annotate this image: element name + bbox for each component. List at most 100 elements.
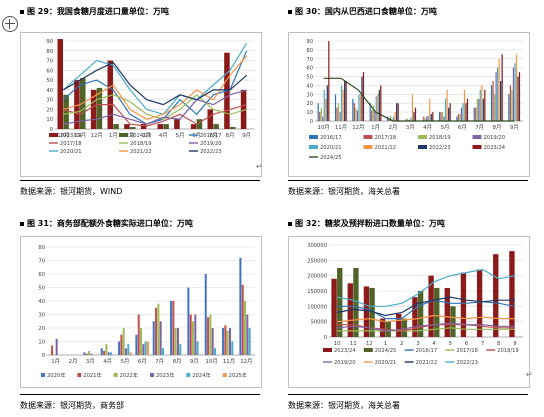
bar: [380, 85, 382, 121]
legend-label: 2017/18: [375, 135, 397, 141]
x-tick-label: 2月: [389, 124, 398, 131]
bar: [174, 328, 177, 355]
bar: [372, 105, 374, 121]
bar: [498, 58, 500, 121]
bar: [118, 341, 121, 355]
bar: [325, 98, 327, 121]
x-tick-label: 10: [334, 341, 341, 347]
bar: [379, 318, 386, 337]
bar: [88, 350, 91, 355]
bar: [358, 94, 360, 121]
bar: [518, 72, 521, 121]
y-tick-label: 80: [46, 49, 53, 55]
bar: [55, 338, 58, 355]
bar: [213, 124, 219, 129]
legend-swatch: [186, 373, 191, 377]
x-tick-label: 6月: [138, 358, 147, 365]
caption-figure-30: 图 30：国内从巴西进口食糖单位：万吨: [288, 6, 437, 17]
legend-label: 2016/17: [200, 133, 222, 139]
bar: [434, 287, 440, 337]
x-tick-label: 8月: [226, 132, 235, 139]
bar: [405, 119, 407, 121]
series-line: [336, 296, 515, 317]
x-tick-label: 12: [366, 341, 373, 347]
y-tick-label: 200000: [307, 274, 327, 280]
bar: [244, 301, 247, 355]
series-line: [323, 77, 515, 122]
bar: [161, 348, 164, 355]
bar: [326, 85, 328, 121]
legend-label: 2017/18: [456, 348, 478, 354]
x-tick-label: 11月: [74, 132, 86, 139]
bar: [445, 98, 447, 121]
bar: [170, 301, 173, 355]
chart-30-svg: 0 10 20 30 40 50 60 70 80 90 10月 11月 12月 1月 2月 3月 4月 5月 6月…: [306, 39, 523, 161]
bar: [462, 103, 464, 121]
bar: [424, 118, 426, 121]
bar: [157, 124, 164, 129]
y-tick-label: 60: [46, 68, 53, 74]
x-tick-label: 11月: [223, 358, 235, 365]
chart-panel-29: 0 10 20 30 40 50 60 70 80 90 10月 11月 12月 1月 2月 3月 4月 5月 6月…: [20, 32, 262, 177]
legend-label: 2018/19: [429, 135, 451, 141]
bar: [396, 314, 402, 337]
x-tick-label: 4月: [423, 124, 432, 131]
bar: [142, 344, 145, 355]
bar: [492, 81, 494, 121]
legend-swatch: [363, 135, 373, 139]
bar: [63, 94, 69, 129]
bar: [394, 112, 396, 121]
x-tick-label: 5月: [441, 124, 450, 131]
bullet-icon: [288, 9, 292, 14]
y-tick-label: 50: [306, 75, 313, 81]
bar: [103, 350, 106, 355]
y-tick-label: 10: [46, 117, 53, 123]
bar: [189, 314, 192, 355]
bar: [122, 328, 125, 355]
series-line: [63, 89, 247, 125]
series-line: [63, 103, 247, 127]
legend-swatch: [418, 145, 427, 149]
bar: [107, 60, 114, 129]
bar: [428, 275, 434, 337]
bar: [377, 94, 379, 121]
y-tick-label: 30: [46, 98, 53, 104]
y-tick-label: 100000: [307, 304, 327, 310]
x-tick-label: 5月: [176, 132, 185, 139]
bar: [163, 124, 169, 129]
x-tick-label: 7月: [155, 358, 164, 365]
bar: [517, 76, 519, 121]
y-tick-label: 20: [306, 101, 313, 107]
legend-swatch: [418, 135, 427, 139]
bar: [460, 272, 467, 337]
bullet-icon: [288, 221, 292, 226]
y-tick-label: 0: [324, 335, 327, 341]
x-tick-label: 8月: [493, 124, 502, 131]
x-tick-label: 6: [465, 341, 469, 347]
bar: [479, 89, 481, 121]
bar: [328, 41, 330, 121]
legend-label: 2024年: [192, 371, 210, 379]
bar: [388, 118, 390, 121]
legend-label: 2024/25: [130, 133, 152, 139]
x-tick-label: 9月: [190, 358, 199, 365]
chart-panel-31: 0 10 20 30 40 50 60 70 80 1月 2月 3月 4月 5月 6月 7月 8月 9月 10月 11…: [20, 236, 262, 388]
legend-label: 2023/24: [484, 145, 506, 151]
bar: [466, 98, 469, 121]
bar: [137, 314, 140, 355]
x-tick-label: 10月: [206, 358, 218, 365]
bar: [241, 284, 244, 355]
bar: [353, 103, 355, 121]
legend-label: 2016/17: [320, 135, 342, 141]
caption-figure-31: 图 31：商务部配额外食糖实际进口单位：万吨: [20, 218, 193, 229]
bar: [476, 98, 478, 121]
source-note-32: 数据来源：银河期货，海关总署: [288, 401, 400, 410]
bar: [473, 107, 475, 121]
y-tick-label: 300000: [307, 243, 327, 249]
bar: [378, 89, 380, 121]
bar: [375, 96, 377, 121]
bar: [449, 103, 451, 121]
bar: [317, 103, 319, 121]
